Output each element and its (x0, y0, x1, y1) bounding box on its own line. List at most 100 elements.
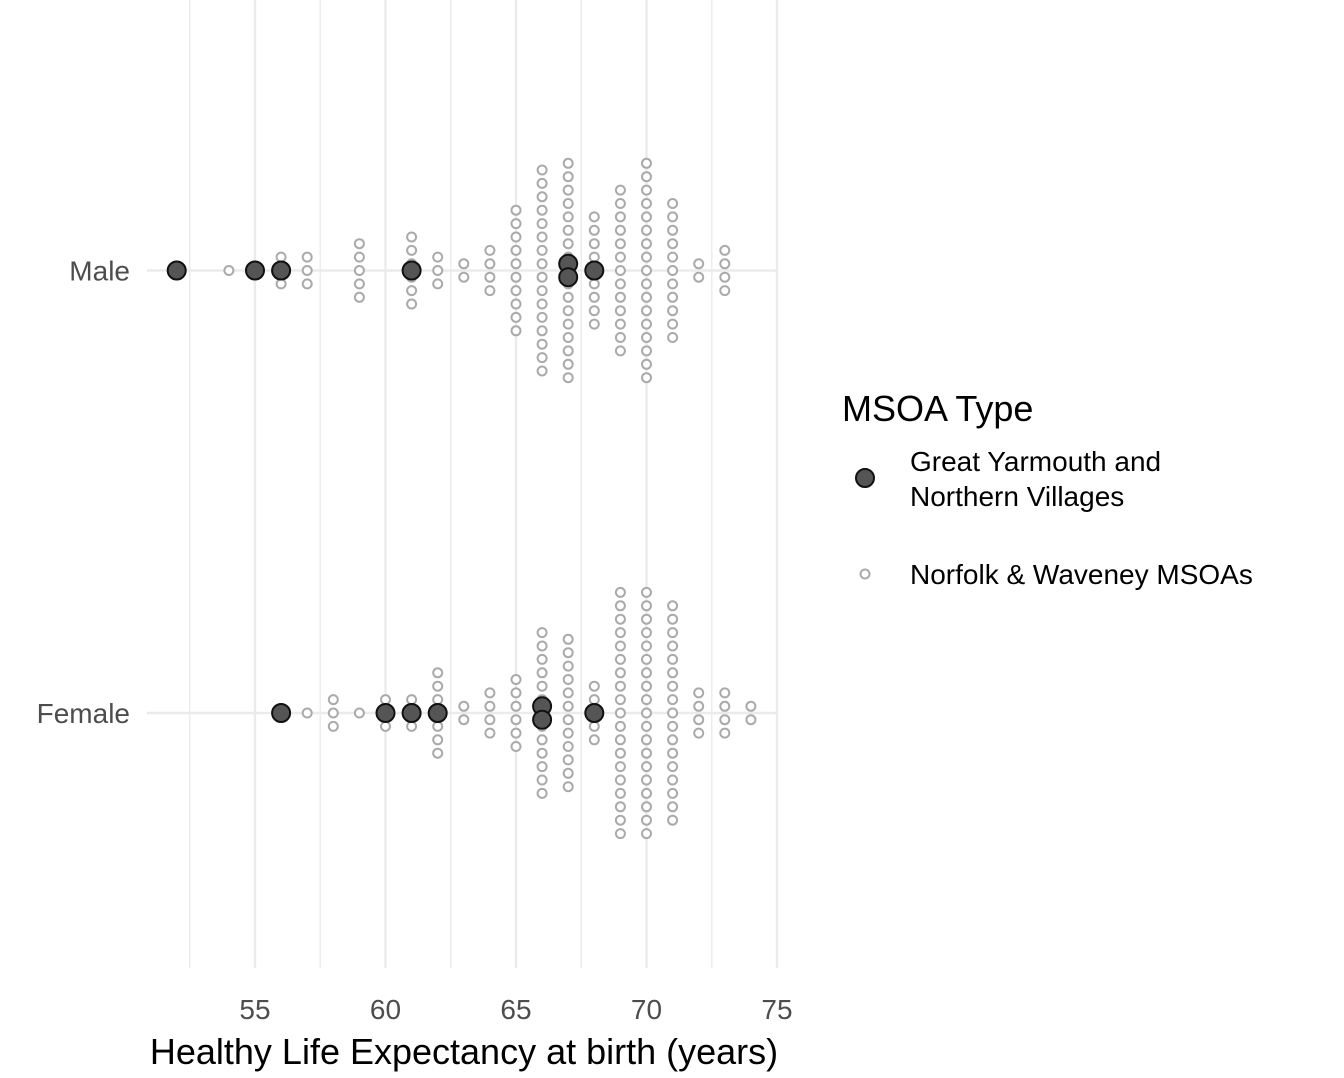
data-point-norfolk-waveney (380, 694, 391, 706)
data-point-norfolk-waveney (614, 734, 626, 746)
data-point-norfolk-waveney (432, 680, 444, 692)
data-point-norfolk-waveney (406, 244, 418, 256)
data-point-norfolk-waveney (562, 714, 574, 726)
data-point-great-yarmouth (271, 260, 292, 281)
data-point-norfolk-waveney (536, 164, 548, 176)
data-point-norfolk-waveney (614, 265, 626, 276)
data-point-norfolk-waveney (641, 694, 652, 706)
data-point-norfolk-waveney (510, 244, 522, 256)
data-point-norfolk-waveney (719, 258, 731, 270)
data-point-norfolk-waveney (536, 204, 548, 216)
data-point-norfolk-waveney (223, 265, 235, 276)
data-point-norfolk-waveney (719, 271, 731, 283)
data-point-norfolk-waveney (641, 774, 652, 786)
data-point-norfolk-waveney (484, 727, 496, 739)
x-tick-label: 55 (239, 994, 270, 1025)
data-point-norfolk-waveney (667, 707, 679, 719)
data-point-norfolk-waveney (614, 653, 626, 665)
data-point-norfolk-waveney (562, 767, 574, 779)
data-point-norfolk-waveney (641, 358, 652, 370)
data-point-norfolk-waveney (484, 244, 496, 256)
data-point-norfolk-waveney (406, 720, 418, 732)
norfolk-waveney-points (223, 157, 757, 840)
data-point-norfolk-waveney (484, 700, 496, 712)
data-point-norfolk-waveney (562, 633, 574, 645)
data-point-norfolk-waveney (641, 640, 652, 652)
data-point-norfolk-waveney (432, 667, 444, 679)
data-point-norfolk-waveney (432, 265, 444, 276)
data-point-norfolk-waveney (667, 680, 679, 692)
data-point-norfolk-waveney (693, 687, 705, 699)
data-point-great-yarmouth (166, 260, 187, 281)
data-point-norfolk-waveney (641, 747, 652, 759)
data-point-norfolk-waveney (406, 298, 418, 310)
data-point-norfolk-waveney (588, 720, 600, 732)
data-point-norfolk-waveney (614, 694, 626, 706)
data-point-norfolk-waveney (327, 694, 339, 706)
data-point-norfolk-waveney (667, 747, 679, 759)
data-point-norfolk-waveney (484, 285, 496, 297)
data-point-norfolk-waveney (641, 291, 652, 303)
data-point-norfolk-waveney (719, 727, 731, 739)
data-point-norfolk-waveney (510, 285, 522, 297)
data-point-norfolk-waveney (562, 291, 574, 303)
data-point-norfolk-waveney (614, 761, 626, 773)
data-point-norfolk-waveney (380, 720, 391, 732)
data-point-norfolk-waveney (614, 774, 626, 786)
data-point-norfolk-waveney (667, 613, 679, 625)
data-point-norfolk-waveney (641, 613, 652, 625)
data-point-norfolk-waveney (667, 265, 679, 276)
data-point-norfolk-waveney (327, 707, 339, 719)
data-point-norfolk-waveney (667, 653, 679, 665)
data-point-norfolk-waveney (641, 345, 652, 357)
data-point-norfolk-waveney (562, 305, 574, 317)
data-point-norfolk-waveney (536, 191, 548, 203)
data-point-norfolk-waveney (641, 224, 652, 236)
data-point-norfolk-waveney (406, 231, 418, 243)
data-point-norfolk-waveney (614, 224, 626, 236)
x-tick-label: 70 (631, 994, 662, 1025)
data-point-norfolk-waveney (693, 714, 705, 726)
legend: MSOA Type Great Yarmouth and Northern Vil… (842, 388, 1253, 590)
data-point-norfolk-waveney (510, 674, 522, 685)
legend-key-great-yarmouth (855, 468, 875, 488)
data-point-norfolk-waveney (641, 265, 652, 276)
data-point-norfolk-waveney (667, 238, 679, 250)
x-axis-title: Healthy Life Expectancy at birth (years) (150, 1031, 778, 1072)
data-point-norfolk-waveney (641, 318, 652, 330)
x-tick-label: 65 (500, 994, 531, 1025)
data-point-norfolk-waveney (641, 734, 652, 746)
data-point-norfolk-waveney (667, 211, 679, 223)
data-point-norfolk-waveney (614, 318, 626, 330)
data-point-norfolk-waveney (641, 814, 652, 826)
data-point-norfolk-waveney (614, 211, 626, 223)
data-point-norfolk-waveney (719, 700, 731, 712)
data-point-great-yarmouth (584, 703, 605, 723)
data-point-norfolk-waveney (536, 177, 548, 189)
data-point-great-yarmouth (401, 260, 422, 281)
data-point-norfolk-waveney (536, 244, 548, 256)
data-point-norfolk-waveney (614, 278, 626, 290)
data-point-norfolk-waveney (641, 801, 652, 813)
y-axis-category-labels: Male Female (37, 256, 130, 730)
data-point-norfolk-waveney (588, 680, 600, 692)
data-point-norfolk-waveney (614, 291, 626, 303)
data-point-norfolk-waveney (510, 325, 522, 337)
x-tick-label: 60 (370, 994, 401, 1025)
data-point-norfolk-waveney (614, 667, 626, 679)
legend-label-great-yarmouth: Northern Villages (910, 481, 1124, 512)
data-point-norfolk-waveney (536, 325, 548, 337)
data-point-norfolk-waveney (588, 238, 600, 250)
data-point-great-yarmouth (401, 703, 422, 723)
data-point-norfolk-waveney (641, 305, 652, 317)
data-point-norfolk-waveney (641, 211, 652, 223)
data-point-norfolk-waveney (536, 787, 548, 799)
data-point-norfolk-waveney (510, 727, 522, 739)
data-point-norfolk-waveney (745, 714, 757, 726)
data-point-great-yarmouth (558, 267, 579, 288)
data-point-great-yarmouth (245, 260, 265, 281)
data-point-norfolk-waveney (667, 291, 679, 303)
data-point-norfolk-waveney (641, 707, 652, 719)
data-point-norfolk-waveney (667, 720, 679, 732)
data-point-norfolk-waveney (562, 238, 574, 250)
